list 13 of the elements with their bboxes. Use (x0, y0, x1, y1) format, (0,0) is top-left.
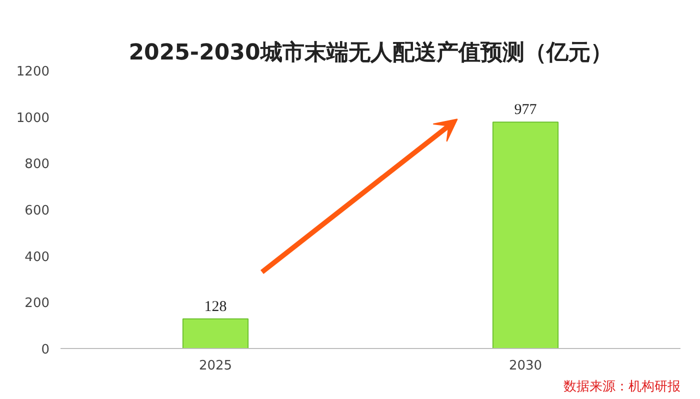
x-tick-label: 2025 (198, 358, 232, 374)
y-tick-label: 200 (24, 296, 50, 312)
data-label: 128 (204, 298, 227, 315)
chart-title: 2025-2030城市末端无人配送产值预测（亿元） (128, 40, 612, 66)
y-tick-label: 1000 (16, 110, 50, 126)
y-tick-label: 0 (41, 342, 50, 358)
y-tick-label: 800 (24, 157, 50, 172)
y-tick-label: 600 (24, 204, 50, 218)
y-tick-label: 1200 (16, 64, 50, 80)
data-label: 977 (514, 102, 538, 118)
source-note: 数据来源：机构研报 (564, 380, 680, 394)
y-tick-label: 400 (24, 250, 50, 265)
x-tick-label: 2030 (508, 358, 542, 374)
